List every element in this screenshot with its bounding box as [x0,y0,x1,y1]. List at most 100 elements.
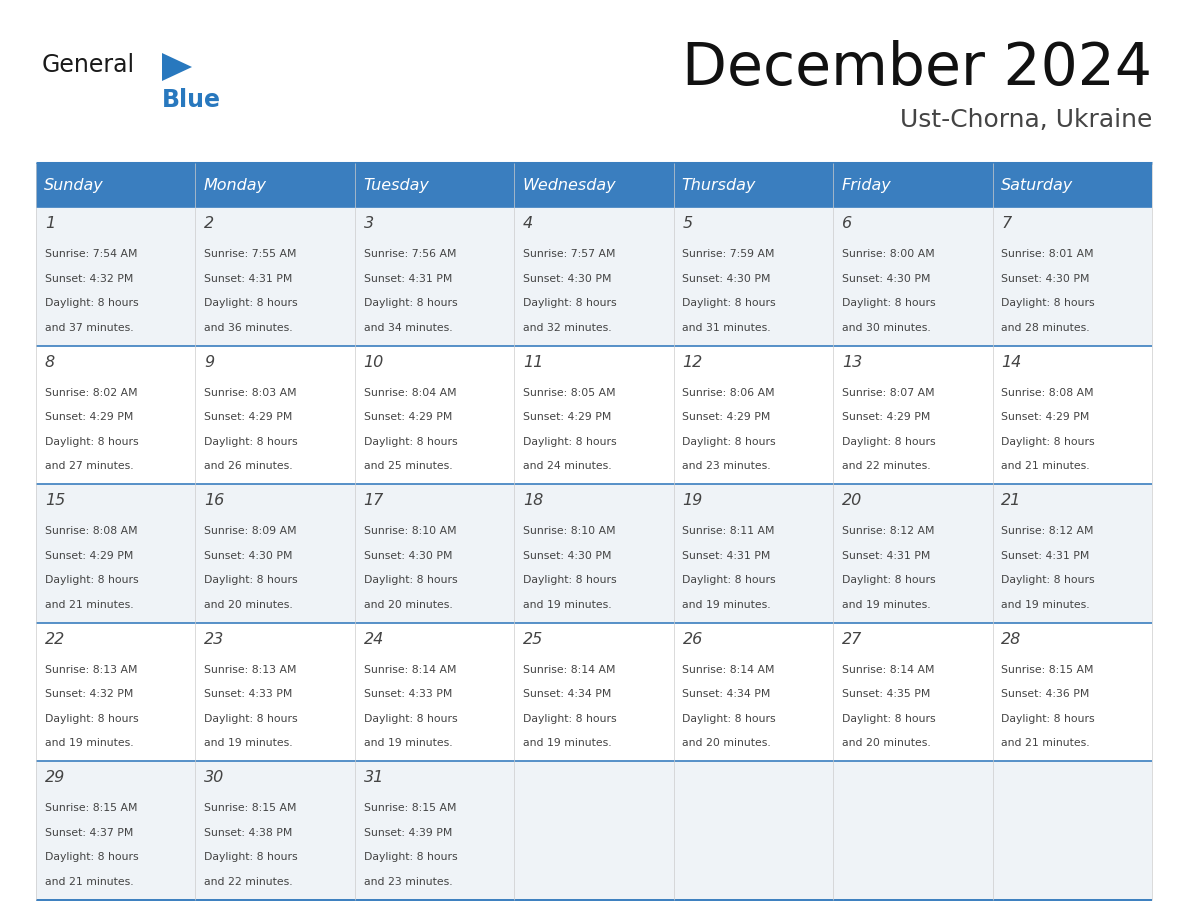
Text: 10: 10 [364,354,384,370]
Text: Daylight: 8 hours: Daylight: 8 hours [842,298,935,308]
Polygon shape [162,53,192,81]
Text: and 22 minutes.: and 22 minutes. [204,877,292,887]
Bar [992,163,1152,207]
Bar [833,207,992,345]
Text: Sunrise: 8:14 AM: Sunrise: 8:14 AM [364,665,456,675]
Text: General: General [42,53,135,77]
Text: Sunrise: 8:04 AM: Sunrise: 8:04 AM [364,387,456,397]
Bar [355,345,514,484]
Text: 17: 17 [364,493,384,509]
Text: Sunset: 4:33 PM: Sunset: 4:33 PM [204,689,292,700]
Bar [36,345,196,484]
Text: 24: 24 [364,632,384,647]
Text: Daylight: 8 hours: Daylight: 8 hours [364,437,457,446]
Text: Daylight: 8 hours: Daylight: 8 hours [204,437,298,446]
Text: 12: 12 [682,354,703,370]
Text: and 26 minutes.: and 26 minutes. [204,461,292,471]
Text: Sunset: 4:30 PM: Sunset: 4:30 PM [204,551,292,561]
Text: and 21 minutes.: and 21 minutes. [1001,461,1089,471]
Text: Daylight: 8 hours: Daylight: 8 hours [842,576,935,585]
Text: Daylight: 8 hours: Daylight: 8 hours [364,298,457,308]
Text: and 20 minutes.: and 20 minutes. [682,738,771,748]
Text: Daylight: 8 hours: Daylight: 8 hours [1001,437,1095,446]
Text: Sunrise: 8:12 AM: Sunrise: 8:12 AM [842,526,935,536]
Bar [355,163,514,207]
Text: Sunset: 4:30 PM: Sunset: 4:30 PM [1001,274,1089,284]
Text: and 23 minutes.: and 23 minutes. [364,877,453,887]
Text: and 19 minutes.: and 19 minutes. [523,599,612,610]
Text: Sunrise: 7:55 AM: Sunrise: 7:55 AM [204,249,297,259]
Text: 5: 5 [682,216,693,231]
Text: Sunrise: 8:14 AM: Sunrise: 8:14 AM [682,665,775,675]
Text: Sunset: 4:29 PM: Sunset: 4:29 PM [842,412,930,422]
Bar [36,163,196,207]
Text: and 20 minutes.: and 20 minutes. [842,738,930,748]
Text: and 19 minutes.: and 19 minutes. [364,738,453,748]
Text: Daylight: 8 hours: Daylight: 8 hours [204,298,298,308]
Text: Sunrise: 8:00 AM: Sunrise: 8:00 AM [842,249,935,259]
Text: Daylight: 8 hours: Daylight: 8 hours [682,298,776,308]
Text: and 20 minutes.: and 20 minutes. [364,599,453,610]
Text: Sunrise: 8:11 AM: Sunrise: 8:11 AM [682,526,775,536]
Text: Daylight: 8 hours: Daylight: 8 hours [682,437,776,446]
Text: 9: 9 [204,354,214,370]
Bar [36,622,196,761]
Text: 27: 27 [842,632,862,647]
Text: Sunrise: 8:15 AM: Sunrise: 8:15 AM [45,803,138,813]
Text: Sunset: 4:39 PM: Sunset: 4:39 PM [364,828,451,838]
Bar [514,163,674,207]
Text: and 21 minutes.: and 21 minutes. [45,599,133,610]
Text: Sunrise: 7:59 AM: Sunrise: 7:59 AM [682,249,775,259]
Text: 30: 30 [204,770,225,786]
Text: 13: 13 [842,354,862,370]
Text: Daylight: 8 hours: Daylight: 8 hours [682,576,776,585]
Text: 1: 1 [45,216,55,231]
Text: Daylight: 8 hours: Daylight: 8 hours [523,298,617,308]
Text: and 19 minutes.: and 19 minutes. [682,599,771,610]
Text: and 34 minutes.: and 34 minutes. [364,322,453,332]
Text: Sunset: 4:29 PM: Sunset: 4:29 PM [364,412,451,422]
Text: Sunrise: 7:54 AM: Sunrise: 7:54 AM [45,249,138,259]
Bar [674,622,833,761]
Text: Sunrise: 8:13 AM: Sunrise: 8:13 AM [45,665,138,675]
Text: Sunrise: 8:10 AM: Sunrise: 8:10 AM [364,526,456,536]
Text: Daylight: 8 hours: Daylight: 8 hours [364,853,457,862]
Text: and 24 minutes.: and 24 minutes. [523,461,612,471]
Text: Daylight: 8 hours: Daylight: 8 hours [1001,298,1095,308]
Bar [36,761,196,900]
Text: Sunset: 4:35 PM: Sunset: 4:35 PM [842,689,930,700]
Text: Sunrise: 8:14 AM: Sunrise: 8:14 AM [523,665,615,675]
Bar [674,484,833,622]
Text: Daylight: 8 hours: Daylight: 8 hours [523,576,617,585]
Text: Daylight: 8 hours: Daylight: 8 hours [364,576,457,585]
Text: Sunrise: 8:06 AM: Sunrise: 8:06 AM [682,387,775,397]
Text: Sunrise: 8:01 AM: Sunrise: 8:01 AM [1001,249,1094,259]
Text: Daylight: 8 hours: Daylight: 8 hours [842,714,935,723]
Text: Sunrise: 8:15 AM: Sunrise: 8:15 AM [364,803,456,813]
Text: 6: 6 [842,216,852,231]
Text: and 25 minutes.: and 25 minutes. [364,461,453,471]
Text: Sunset: 4:29 PM: Sunset: 4:29 PM [682,412,771,422]
Bar [833,345,992,484]
Bar [992,207,1152,345]
Text: Sunset: 4:29 PM: Sunset: 4:29 PM [45,412,133,422]
Text: and 32 minutes.: and 32 minutes. [523,322,612,332]
Bar [36,484,196,622]
Text: Sunset: 4:31 PM: Sunset: 4:31 PM [364,274,451,284]
Text: Sunset: 4:31 PM: Sunset: 4:31 PM [682,551,771,561]
Bar [196,622,355,761]
Text: Saturday: Saturday [1000,177,1073,193]
Text: Daylight: 8 hours: Daylight: 8 hours [45,576,138,585]
Text: and 19 minutes.: and 19 minutes. [1001,599,1089,610]
Text: Sunset: 4:32 PM: Sunset: 4:32 PM [45,689,133,700]
Text: Sunrise: 8:02 AM: Sunrise: 8:02 AM [45,387,138,397]
Text: and 37 minutes.: and 37 minutes. [45,322,133,332]
Text: 31: 31 [364,770,384,786]
Text: Sunrise: 8:14 AM: Sunrise: 8:14 AM [842,665,935,675]
Bar [196,345,355,484]
Bar [674,345,833,484]
Bar [514,207,674,345]
Text: Daylight: 8 hours: Daylight: 8 hours [523,714,617,723]
Text: and 21 minutes.: and 21 minutes. [1001,738,1089,748]
Text: Daylight: 8 hours: Daylight: 8 hours [364,714,457,723]
